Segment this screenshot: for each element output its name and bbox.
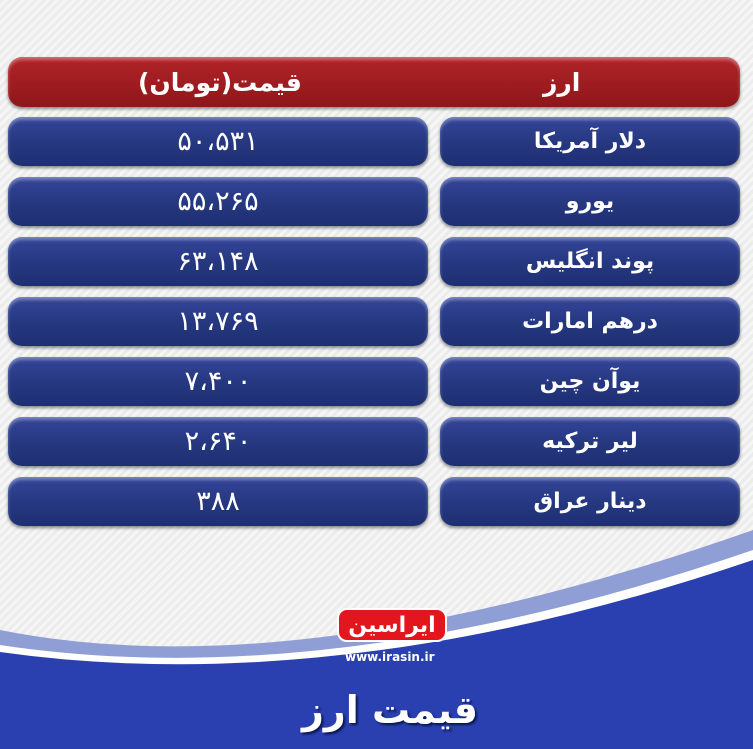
price-cell: ۲،۶۴۰: [8, 417, 428, 466]
price-cell: ۶۳،۱۴۸: [8, 237, 428, 286]
currency-cell: پوند انگلیس: [440, 237, 740, 286]
irasin-logo: ایراسین: [337, 608, 447, 642]
currency-cell: دلار آمریکا: [440, 117, 740, 166]
table-header: قیمت(تومان) ارز: [8, 57, 740, 107]
price-header: قیمت(تومان): [138, 67, 302, 97]
currency-cell: لیر ترکیه: [440, 417, 740, 466]
currency-cell: دینار عراق: [440, 477, 740, 526]
price-cell: ۵۵،۲۶۵: [8, 177, 428, 226]
currency-cell: یورو: [440, 177, 740, 226]
price-cell: ۳۸۸: [8, 477, 428, 526]
page-title: قیمت ارز: [301, 688, 479, 732]
currency-cell: درهم امارات: [440, 297, 740, 346]
currency-header: ارز: [543, 67, 581, 97]
price-cell: ۷،۴۰۰: [8, 357, 428, 406]
site-url[interactable]: www.irasin.ir: [345, 650, 435, 664]
currency-cell: یوآن چین: [440, 357, 740, 406]
price-cell: ۱۳،۷۶۹: [8, 297, 428, 346]
price-cell: ۵۰،۵۳۱: [8, 117, 428, 166]
